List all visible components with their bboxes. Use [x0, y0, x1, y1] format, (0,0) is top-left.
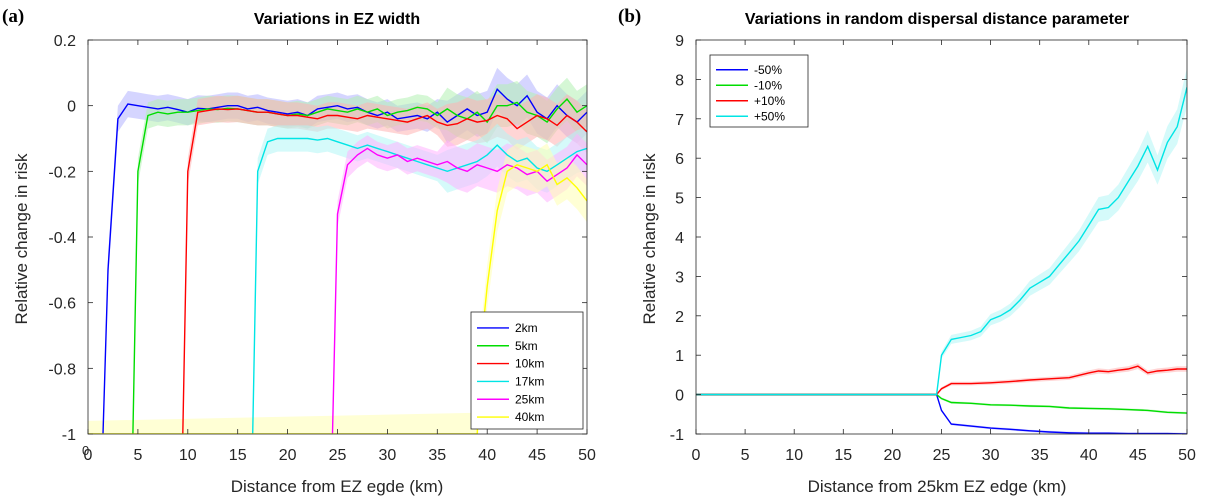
- panel-b-xtick-label: 15: [834, 447, 852, 464]
- panel-a-ytick-label: 0: [67, 99, 76, 116]
- panel-b-legend-label--50%: -50%: [754, 63, 782, 77]
- panel-a-ylabel: Relative change in risk: [12, 153, 31, 325]
- panel-a-legend-label-17km: 17km: [515, 374, 544, 388]
- panel-b-xtick-label: 40: [1080, 447, 1098, 464]
- panel-b-ytick-label: 1: [675, 348, 684, 365]
- panel-b-xtick-label: 30: [982, 447, 1000, 464]
- panel-a-legend-label-5km: 5km: [515, 339, 538, 353]
- panel-b-label: (b): [618, 6, 641, 27]
- panel-a-legend-label-25km: 25km: [515, 392, 544, 406]
- panel-b-legend-label-+50%: +50%: [754, 109, 785, 123]
- panel-b-series-line-+50%: [696, 87, 1187, 396]
- panel-a-band-2: [182, 94, 587, 434]
- panel-b-legend: [709, 54, 809, 128]
- panel-b-series-line-+10%: [696, 365, 1187, 396]
- panel-a-series-line-17km: [252, 137, 587, 434]
- panel-a-series-line-5km: [132, 98, 587, 434]
- panel-b-ytick-label: 9: [675, 33, 684, 50]
- panel-a-xtick-label: 0: [84, 447, 93, 464]
- panel-b-series-line--10%: [696, 393, 1187, 414]
- panel-b-xtick-label: 10: [785, 447, 803, 464]
- panel-a: (a) Variations in EZ width Distance from…: [2, 6, 596, 496]
- panel-b-xtick-label: 20: [884, 447, 902, 464]
- panel-b-band-3: [696, 67, 1187, 396]
- panel-a-xtick-label: 45: [528, 447, 546, 464]
- panel-a-ytick-label: 0.2: [54, 33, 76, 50]
- panel-a-series-line-2km: [102, 87, 587, 434]
- panel-b-xtick-label: 0: [692, 447, 701, 464]
- panel-b-xtick-label: 35: [1031, 447, 1049, 464]
- panel-a-xtick-label: 10: [179, 447, 197, 464]
- panel-b-xtick-label: 5: [741, 447, 750, 464]
- panel-a-xlabel: Distance from EZ egde (km): [231, 477, 444, 496]
- panel-a-ytick-label: -1: [62, 427, 76, 444]
- panel-a-legend-label-10km: 10km: [515, 357, 544, 371]
- panel-b-legend-label--10%: -10%: [754, 78, 782, 92]
- panel-b-xlabel: Distance from 25km EZ edge (km): [808, 477, 1067, 496]
- panel-b-legend-label-+10%: +10%: [754, 94, 785, 108]
- panel-a-legend-label-40km: 40km: [515, 410, 544, 424]
- panel-b-ytick-label: 5: [675, 191, 684, 208]
- panel-a-legend-label-2km: 2km: [515, 321, 538, 335]
- panel-a-xtick-label: 30: [379, 447, 397, 464]
- panel-a-xtick-label: 35: [428, 447, 446, 464]
- panel-a-xtick-label: 25: [329, 447, 347, 464]
- panel-b-ytick-label: 4: [675, 230, 684, 247]
- panel-b-ytick-label: 2: [675, 309, 684, 326]
- panel-a-xtick-label: 50: [578, 447, 596, 464]
- panel-a-ytick-label: -0.8: [48, 361, 76, 378]
- panel-a-band-3: [252, 123, 587, 434]
- panel-a-plot-area: 0 5 10 15 20 25 30 35 40 45 50-1-0.8-0.6-0.4-0.200…: [48, 33, 596, 464]
- panel-a-xtick-label: 15: [229, 447, 247, 464]
- panel-a-legend: [470, 311, 584, 430]
- panel-a-series-line-10km: [182, 108, 587, 434]
- panel-a-series-line-25km: [331, 147, 587, 434]
- panel-b-ytick-label: 8: [675, 72, 684, 89]
- panel-b-xtick-label: 25: [933, 447, 951, 464]
- panel-b-ylabel: Relative change in risk: [640, 153, 659, 325]
- panel-a-origin-tick: 0: [82, 443, 89, 458]
- panel-b-ytick-label: 7: [675, 112, 684, 129]
- panel-a-xtick-label: 5: [133, 447, 142, 464]
- panel-b-ytick-label: 0: [675, 388, 684, 405]
- panel-a-xtick-label: 40: [478, 447, 496, 464]
- panel-a-ytick-label: -0.2: [48, 164, 76, 181]
- panel-a-ytick-label: -0.4: [48, 230, 76, 247]
- panel-b-title: Variations in random dispersal distance …: [745, 11, 1129, 28]
- panel-a-title: Variations in EZ width: [254, 11, 420, 28]
- panel-b-ytick-label: -1: [670, 427, 684, 444]
- panel-b-ytick-label: 3: [675, 269, 684, 286]
- panel-a-ytick-label: -0.6: [48, 296, 76, 313]
- panel-b-xtick-label: 50: [1178, 447, 1196, 464]
- panel-b-ytick-label: 6: [675, 151, 684, 168]
- panel-b: (b) Variations in random dispersal dista…: [618, 6, 1196, 496]
- panel-b-xtick-label: 45: [1129, 447, 1147, 464]
- panel-b-plot-area: 0 5 10 15 20 25 30 35 40 45 50-10123456789-50%-10%…: [670, 33, 1196, 464]
- panel-a-xtick-label: 20: [279, 447, 297, 464]
- panel-a-label: (a): [2, 6, 24, 27]
